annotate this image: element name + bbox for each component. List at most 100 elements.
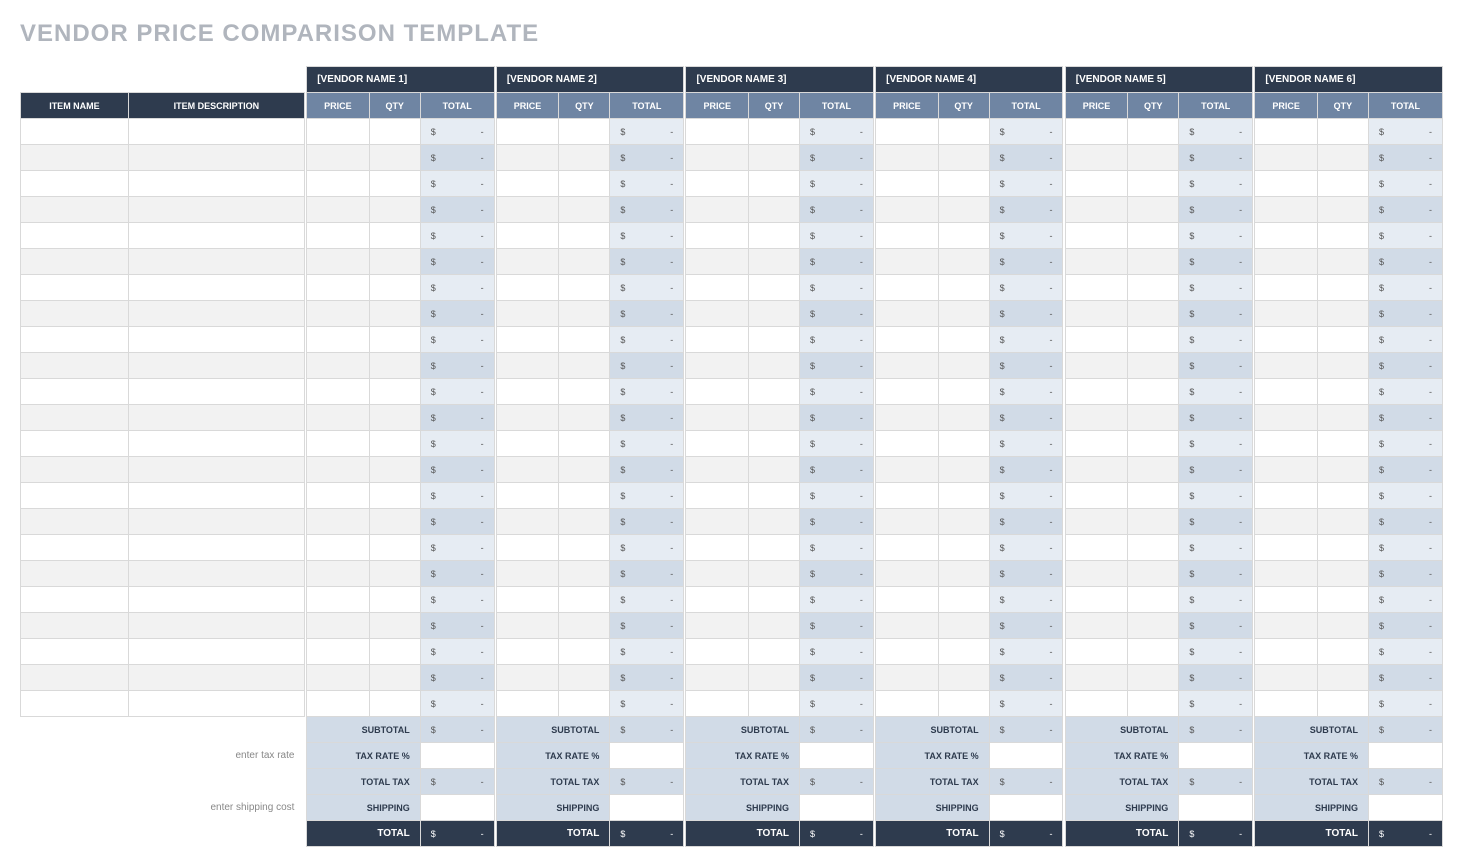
qty-cell[interactable] <box>559 457 610 483</box>
summary-input[interactable] <box>800 795 874 821</box>
qty-cell[interactable] <box>1317 119 1368 145</box>
qty-cell[interactable] <box>369 509 420 535</box>
qty-cell[interactable] <box>1128 509 1179 535</box>
price-cell[interactable] <box>307 223 369 249</box>
item-desc-cell[interactable] <box>128 353 304 379</box>
qty-cell[interactable] <box>1317 691 1368 717</box>
item-desc-cell[interactable] <box>128 249 304 275</box>
price-cell[interactable] <box>876 613 938 639</box>
qty-cell[interactable] <box>1317 457 1368 483</box>
qty-cell[interactable] <box>1128 691 1179 717</box>
price-cell[interactable] <box>1065 223 1127 249</box>
qty-cell[interactable] <box>748 145 799 171</box>
qty-cell[interactable] <box>748 457 799 483</box>
price-cell[interactable] <box>496 405 558 431</box>
price-cell[interactable] <box>307 613 369 639</box>
price-cell[interactable] <box>1255 353 1317 379</box>
price-cell[interactable] <box>496 665 558 691</box>
qty-cell[interactable] <box>748 535 799 561</box>
price-cell[interactable] <box>496 197 558 223</box>
item-name-cell[interactable] <box>21 561 129 587</box>
qty-cell[interactable] <box>369 379 420 405</box>
qty-cell[interactable] <box>748 275 799 301</box>
price-cell[interactable] <box>686 379 748 405</box>
price-cell[interactable] <box>876 509 938 535</box>
qty-cell[interactable] <box>748 223 799 249</box>
qty-cell[interactable] <box>369 171 420 197</box>
item-desc-cell[interactable] <box>128 301 304 327</box>
qty-cell[interactable] <box>369 691 420 717</box>
price-cell[interactable] <box>496 301 558 327</box>
price-cell[interactable] <box>876 353 938 379</box>
qty-cell[interactable] <box>559 379 610 405</box>
qty-cell[interactable] <box>938 691 989 717</box>
qty-cell[interactable] <box>938 457 989 483</box>
price-cell[interactable] <box>307 119 369 145</box>
qty-cell[interactable] <box>1128 223 1179 249</box>
qty-cell[interactable] <box>1317 171 1368 197</box>
qty-cell[interactable] <box>938 275 989 301</box>
price-cell[interactable] <box>686 405 748 431</box>
price-cell[interactable] <box>496 561 558 587</box>
qty-cell[interactable] <box>369 301 420 327</box>
qty-cell[interactable] <box>369 145 420 171</box>
item-desc-cell[interactable] <box>128 145 304 171</box>
item-desc-cell[interactable] <box>128 509 304 535</box>
qty-cell[interactable] <box>1317 353 1368 379</box>
qty-cell[interactable] <box>938 509 989 535</box>
qty-cell[interactable] <box>748 197 799 223</box>
price-cell[interactable] <box>1255 327 1317 353</box>
price-cell[interactable] <box>1065 301 1127 327</box>
price-cell[interactable] <box>307 171 369 197</box>
qty-cell[interactable] <box>1128 353 1179 379</box>
price-cell[interactable] <box>1065 457 1127 483</box>
price-cell[interactable] <box>496 353 558 379</box>
price-cell[interactable] <box>876 639 938 665</box>
qty-cell[interactable] <box>748 405 799 431</box>
item-name-cell[interactable] <box>21 587 129 613</box>
item-desc-cell[interactable] <box>128 561 304 587</box>
qty-cell[interactable] <box>748 639 799 665</box>
qty-cell[interactable] <box>559 327 610 353</box>
qty-cell[interactable] <box>1317 483 1368 509</box>
summary-input[interactable] <box>989 743 1063 769</box>
price-cell[interactable] <box>686 327 748 353</box>
qty-cell[interactable] <box>1317 249 1368 275</box>
item-desc-cell[interactable] <box>128 223 304 249</box>
qty-cell[interactable] <box>938 665 989 691</box>
price-cell[interactable] <box>876 535 938 561</box>
qty-cell[interactable] <box>748 327 799 353</box>
price-cell[interactable] <box>1255 639 1317 665</box>
price-cell[interactable] <box>307 483 369 509</box>
item-name-cell[interactable] <box>21 327 129 353</box>
price-cell[interactable] <box>496 509 558 535</box>
qty-cell[interactable] <box>1317 301 1368 327</box>
qty-cell[interactable] <box>1128 197 1179 223</box>
price-cell[interactable] <box>876 665 938 691</box>
qty-cell[interactable] <box>369 639 420 665</box>
qty-cell[interactable] <box>1317 535 1368 561</box>
price-cell[interactable] <box>496 249 558 275</box>
qty-cell[interactable] <box>559 483 610 509</box>
price-cell[interactable] <box>1255 431 1317 457</box>
item-name-cell[interactable] <box>21 613 129 639</box>
qty-cell[interactable] <box>748 379 799 405</box>
summary-input[interactable] <box>1179 743 1253 769</box>
qty-cell[interactable] <box>748 249 799 275</box>
item-desc-cell[interactable] <box>128 405 304 431</box>
price-cell[interactable] <box>307 405 369 431</box>
price-cell[interactable] <box>876 405 938 431</box>
qty-cell[interactable] <box>559 613 610 639</box>
qty-cell[interactable] <box>1128 145 1179 171</box>
summary-input[interactable] <box>420 795 494 821</box>
item-desc-cell[interactable] <box>128 379 304 405</box>
price-cell[interactable] <box>1065 535 1127 561</box>
item-name-cell[interactable] <box>21 171 129 197</box>
qty-cell[interactable] <box>1317 431 1368 457</box>
qty-cell[interactable] <box>1317 327 1368 353</box>
qty-cell[interactable] <box>1317 197 1368 223</box>
qty-cell[interactable] <box>1128 587 1179 613</box>
price-cell[interactable] <box>307 691 369 717</box>
qty-cell[interactable] <box>938 119 989 145</box>
price-cell[interactable] <box>686 587 748 613</box>
